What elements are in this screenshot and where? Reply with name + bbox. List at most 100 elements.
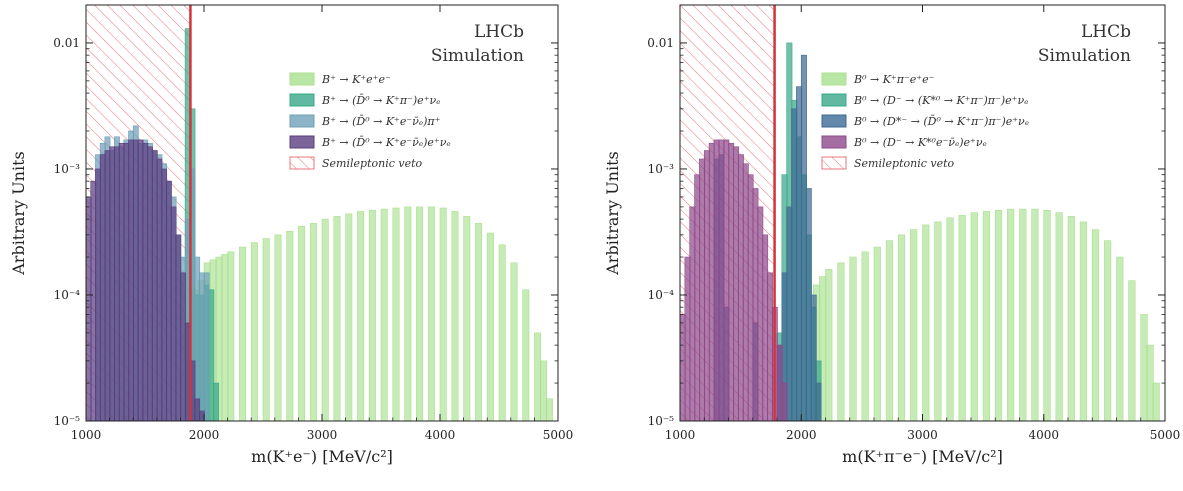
x-axis-label: m(K⁺π⁻e⁻) [MeV/c²] bbox=[842, 447, 1003, 466]
y-tick-label: 0.01 bbox=[53, 36, 80, 50]
x-tick-label: 5000 bbox=[1150, 428, 1181, 442]
bar-s1-35 bbox=[545, 398, 553, 421]
bar-s1-22 bbox=[404, 206, 412, 421]
legend-swatch-2 bbox=[821, 93, 847, 107]
bar-s4-14 bbox=[742, 163, 749, 421]
bar-s1-26 bbox=[1104, 240, 1112, 421]
bar-s1-4 bbox=[837, 262, 845, 421]
plot-area bbox=[86, 5, 553, 421]
bar-s1-31 bbox=[510, 262, 518, 421]
bar-s1-32 bbox=[522, 289, 530, 421]
legend-swatch-1 bbox=[289, 72, 315, 86]
bar-s1-7 bbox=[873, 246, 881, 421]
bar-s4-21 bbox=[776, 344, 783, 421]
bar-s1-27 bbox=[1116, 256, 1124, 421]
plot-area bbox=[680, 5, 1160, 421]
series-4 bbox=[86, 139, 205, 421]
bar-s1-11 bbox=[922, 224, 930, 421]
bar-s1-30 bbox=[1146, 344, 1154, 421]
bar-s1-12 bbox=[286, 231, 294, 421]
chart-panel-1: 1000 2000 3000 4000 5000 10⁻⁵ 10⁻⁴ 10⁻³ 0.01 Arbi… bbox=[9, 4, 574, 466]
legend-swatch-veto bbox=[289, 156, 315, 170]
legend-entry-5: Semileptonic veto bbox=[322, 157, 423, 170]
bar-s4-3 bbox=[689, 206, 696, 421]
bar-s1-10 bbox=[262, 238, 270, 421]
bar-s1-31 bbox=[1152, 382, 1160, 421]
bar-s4-7 bbox=[708, 142, 715, 421]
bar-s1-14 bbox=[309, 223, 317, 421]
x-tick-label: 1000 bbox=[665, 428, 696, 442]
legend-swatch-1 bbox=[821, 72, 847, 86]
bar-s1-23 bbox=[1067, 216, 1075, 421]
bar-s1-20 bbox=[1031, 208, 1039, 421]
bar-s1-21 bbox=[1043, 209, 1051, 421]
bar-s4-5 bbox=[699, 158, 706, 421]
legend-entry-3: B⁺ → (D̄⁰ → K⁺e⁻ν̄ₑ)π⁺ bbox=[321, 115, 441, 128]
bar-s3-8 bbox=[791, 108, 798, 421]
bar-s1-9 bbox=[897, 234, 906, 421]
bar-s1-29 bbox=[1140, 314, 1148, 421]
x-tick-label: 5000 bbox=[543, 428, 574, 442]
bar-s1-15 bbox=[970, 212, 978, 421]
legend-entry-4: B⁺ → (D̄⁰ → K⁺e⁻ν̄ₑ)e⁺νₑ bbox=[321, 136, 451, 149]
series-1 bbox=[813, 208, 1160, 421]
y-tick-label: 10⁻⁵ bbox=[648, 414, 675, 428]
legend-swatch-2 bbox=[289, 93, 315, 107]
bar-s1-30 bbox=[498, 244, 506, 421]
bar-s1-23 bbox=[416, 206, 424, 421]
bar-s3-7 bbox=[786, 206, 793, 421]
y-tick-label: 0.01 bbox=[647, 36, 674, 50]
y-tick-label: 10⁻⁴ bbox=[54, 288, 81, 302]
chart-panel-2: 1000 2000 3000 4000 5000 10⁻⁵ 10⁻⁴ 10⁻³ 0.01 Arbi… bbox=[603, 4, 1181, 466]
annotation-line-2: Simulation bbox=[1038, 46, 1131, 66]
bar-s1-7 bbox=[227, 251, 235, 421]
bar-s3-9 bbox=[796, 86, 803, 421]
bar-s1-12 bbox=[934, 221, 942, 421]
bar-s4-18 bbox=[762, 234, 769, 421]
bar-s1-10 bbox=[910, 229, 918, 421]
bar-s4-13 bbox=[737, 154, 744, 421]
legend-swatch-4 bbox=[289, 135, 315, 149]
bar-s1-26 bbox=[451, 211, 459, 421]
bar-s1-3 bbox=[825, 268, 833, 421]
legend: B⁺ → K⁺e⁺e⁻ B⁺ → (D̄⁰ → K⁺π⁻)e⁺νₑ B⁺ → (D̄… bbox=[289, 72, 451, 170]
bar-s1-13 bbox=[298, 226, 306, 421]
bar-s1-24 bbox=[1079, 221, 1087, 421]
legend-swatch-3 bbox=[289, 114, 315, 128]
bar-s1-15 bbox=[321, 218, 329, 421]
bar-s1-18 bbox=[357, 211, 365, 421]
bar-s1-16 bbox=[982, 211, 990, 421]
legend-entry-2: B⁰ → (D⁻ → (K*⁰ → K⁺π⁻)π⁻)e⁺νₑ bbox=[853, 94, 1028, 107]
bar-s1-6 bbox=[861, 251, 869, 421]
bar-s4-22 bbox=[781, 382, 788, 421]
bar-s3-13 bbox=[815, 382, 822, 421]
x-tick-label: 3000 bbox=[907, 428, 938, 442]
bar-s4-10 bbox=[723, 139, 730, 421]
bar-s1-11 bbox=[274, 234, 282, 421]
bar-s4-12 bbox=[733, 146, 739, 421]
bar-s1-21 bbox=[392, 207, 400, 421]
legend-entry-4: B⁰ → (D⁻ → K*⁰e⁻ν̄ₑ)e⁺νₑ bbox=[853, 136, 987, 149]
bar-s4-8 bbox=[713, 139, 720, 421]
bar-s1-16 bbox=[333, 216, 341, 421]
x-tick-label: 3000 bbox=[307, 428, 338, 442]
bar-s4-6 bbox=[703, 150, 710, 421]
y-tick-label: 10⁻⁵ bbox=[54, 414, 81, 428]
bar-s2-7 bbox=[213, 382, 219, 421]
bar-s1-24 bbox=[427, 206, 435, 421]
bar-s1-14 bbox=[958, 214, 966, 421]
bar-s1-28 bbox=[1128, 280, 1136, 421]
annotation-line-2: Simulation bbox=[431, 46, 524, 66]
y-axis-label: Arbitrary Units bbox=[9, 151, 28, 276]
bar-s1-8 bbox=[239, 246, 247, 421]
bar-s4-17 bbox=[757, 206, 764, 421]
x-tick-label: 2000 bbox=[786, 428, 817, 442]
bar-s1-13 bbox=[946, 217, 954, 421]
bar-s1-9 bbox=[250, 242, 258, 421]
bar-s3-12 bbox=[810, 294, 817, 421]
y-tick-label: 10⁻⁴ bbox=[648, 288, 675, 302]
bar-s4-15 bbox=[747, 174, 754, 421]
x-tick-label: 4000 bbox=[1028, 428, 1059, 442]
bar-s3-24 bbox=[203, 272, 210, 421]
